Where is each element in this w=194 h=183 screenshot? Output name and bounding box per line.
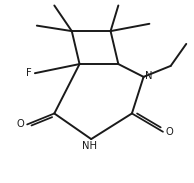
Text: NH: NH (82, 141, 97, 151)
Text: O: O (166, 127, 174, 137)
Text: N: N (146, 71, 153, 81)
Text: F: F (26, 68, 32, 78)
Text: O: O (16, 119, 24, 129)
